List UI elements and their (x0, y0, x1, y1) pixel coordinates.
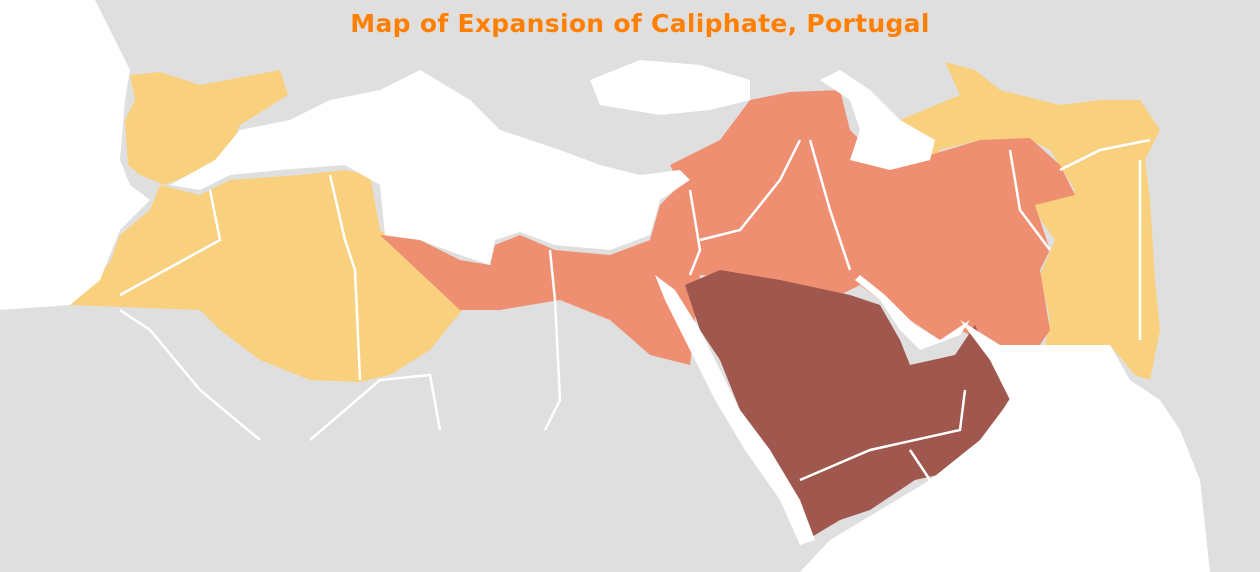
region-north-africa-west (70, 170, 462, 382)
border-line (543, 249, 562, 431)
border-line (119, 189, 222, 297)
border-line (309, 373, 442, 441)
region-iberia (125, 70, 288, 185)
border-line (1059, 138, 1151, 172)
region-arabia (685, 270, 1015, 538)
seas (0, 0, 1210, 572)
atlantic-ocean (0, 0, 150, 310)
arabian-sea (800, 320, 1210, 572)
map-title: Map of Expansion of Caliphate, Portugal (350, 9, 930, 38)
border-line (808, 139, 852, 271)
border-line (328, 174, 362, 381)
red-sea (655, 275, 815, 545)
border-line (688, 189, 702, 276)
persian-gulf (855, 275, 970, 350)
border-line (799, 389, 967, 482)
black-sea (590, 60, 750, 115)
country-borders (119, 138, 1151, 482)
region-central-asia (860, 62, 1160, 380)
border-line (908, 449, 932, 481)
caspian-sea (820, 70, 935, 170)
border-line (699, 139, 802, 242)
border-line (119, 308, 261, 441)
mediterranean-sea (170, 70, 690, 265)
border-line (1008, 149, 1051, 251)
